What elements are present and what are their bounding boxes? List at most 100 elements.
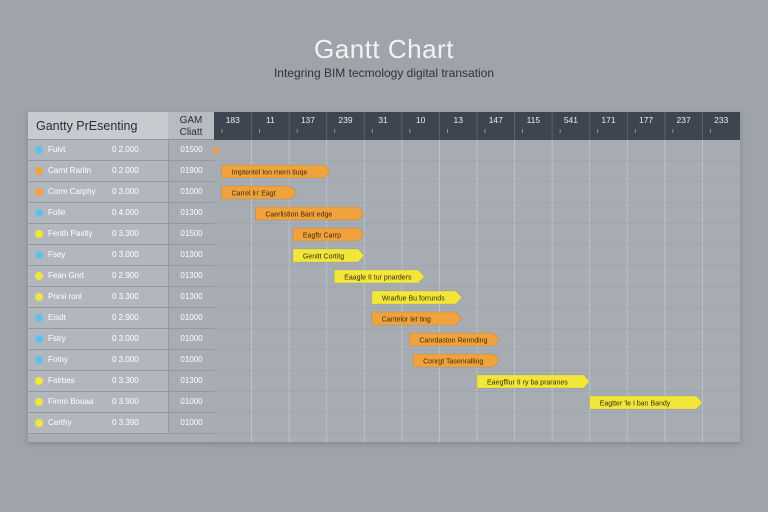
- task-duration: 0 3.300: [112, 229, 139, 238]
- gantt-bar-label: Cantelor let ting: [382, 317, 431, 324]
- status-dot-icon: [35, 146, 43, 154]
- status-dot-icon: [35, 167, 43, 175]
- gantt-bar[interactable]: [214, 146, 221, 155]
- task-plan-cell: 01000: [168, 182, 214, 202]
- timeline-label: 31: [378, 115, 388, 125]
- task-row[interactable]: Certhy 0 3.390 01000: [28, 413, 214, 434]
- plan-column-header: GAM Cliatt: [168, 112, 214, 140]
- status-dot-icon: [35, 335, 43, 343]
- status-dot-icon: [35, 209, 43, 217]
- timeline-label: 10: [416, 115, 426, 125]
- task-name: Carnt Raritn: [48, 166, 92, 175]
- task-row[interactable]: Fotny 0 3.000 01000: [28, 350, 214, 371]
- task-name-cell: Pnrsi ronl 0 3.300: [28, 287, 168, 307]
- gantt-bars-svg: Imptentel Ion rnern tiuqe Carrel ln' Eagt…: [214, 140, 740, 442]
- task-row[interactable]: Fsey 0 3.000 01300: [28, 245, 214, 266]
- task-row[interactable]: Carnt Raritn 0 2.000 01900: [28, 161, 214, 182]
- task-name: Eisdt: [48, 313, 66, 322]
- gantt-bar-label: Carrel ln' Eagt: [232, 191, 276, 198]
- chart-subtitle: Integring BIM tecmology digital transati…: [273, 66, 495, 80]
- task-name: Fotny: [48, 355, 69, 364]
- task-duration: 0 2.900: [112, 271, 139, 280]
- gantt-bar-label: Conrgt Tasenralling: [423, 359, 483, 366]
- task-name: Fuivt: [48, 145, 66, 154]
- task-name: Fstry: [48, 334, 66, 343]
- gantt-bar-label: Eaegffiur II ry ba praranes: [487, 380, 568, 387]
- gantt-bar[interactable]: [476, 374, 591, 389]
- task-row[interactable]: Fstry 0 3.000 01000: [28, 329, 214, 350]
- gantt-bar[interactable]: [409, 332, 500, 347]
- task-plan-cell: 01300: [168, 371, 214, 391]
- gantt-bar-label: Eaagle II tur pnarders: [344, 275, 412, 282]
- task-name-cell: Fenth Paslty 0 3.300: [28, 224, 168, 244]
- task-plan-cell: 01300: [168, 245, 214, 265]
- chart-title: Gantt Chart: [314, 34, 454, 64]
- task-name: Fsey: [48, 250, 66, 259]
- timeline-label: 183: [226, 115, 240, 125]
- timeline-label: 171: [601, 115, 615, 125]
- task-duration: 0 2.000: [112, 166, 139, 175]
- gantt-bar[interactable]: [412, 353, 500, 368]
- task-row[interactable]: Eisdt 0 2.900 01000: [28, 308, 214, 329]
- task-plan-cell: 01000: [168, 413, 214, 433]
- gantt-bar-label: Wrarfue Bu forrunds: [382, 296, 445, 303]
- status-dot-icon: [35, 419, 43, 427]
- plan-header-line2: Cliatt: [179, 127, 203, 138]
- status-dot-icon: [35, 251, 43, 259]
- task-row[interactable]: Corm Carphy 0 3.000 01000: [28, 182, 214, 203]
- task-row[interactable]: Fuivt 0 2.000 01500: [28, 140, 214, 161]
- task-row[interactable]: Pnrsi ronl 0 3.300 01300: [28, 287, 214, 308]
- task-plan-cell: 01000: [168, 329, 214, 349]
- task-row[interactable]: Fimm Bouaa 0 3.900 01000: [28, 392, 214, 413]
- task-name-cell: Folle 0 4.000: [28, 203, 168, 223]
- status-dot-icon: [35, 272, 43, 280]
- task-plan-cell: 01300: [168, 203, 214, 223]
- gantt-bar[interactable]: [221, 185, 298, 200]
- plan-header-line1: GAM: [179, 115, 203, 126]
- gantt-bar-label: Canrdaston Rennding: [419, 338, 487, 345]
- task-row[interactable]: Fean Gnrt 0 2.900 01300: [28, 266, 214, 287]
- task-name: Pnrsi ronl: [48, 292, 82, 301]
- task-duration: 0 3.390: [112, 418, 139, 427]
- task-duration: 0 3.300: [112, 376, 139, 385]
- task-name: Certhy: [48, 418, 72, 427]
- task-row[interactable]: Fenth Paslty 0 3.300 01500: [28, 224, 214, 245]
- gantt-bar[interactable]: [333, 269, 425, 284]
- status-dot-icon: [35, 314, 43, 322]
- task-row[interactable]: Falrbes 0 3.300 01300: [28, 371, 214, 392]
- task-duration: 0 3.300: [112, 292, 139, 301]
- gantt-bar[interactable]: [292, 248, 365, 263]
- task-plan-cell: 01900: [168, 161, 214, 181]
- gantt-bar-label: Eagtter 'le I ban Bandy: [600, 401, 671, 408]
- task-duration: 0 3.000: [112, 250, 139, 259]
- task-plan-cell: 01300: [168, 266, 214, 286]
- timeline-label: 233: [714, 115, 728, 125]
- task-row[interactable]: Folle 0 4.000 01300: [28, 203, 214, 224]
- task-name-cell: Certhy 0 3.390: [28, 413, 168, 433]
- gantt-bar[interactable]: [371, 311, 463, 326]
- task-name: Fean Gnrt: [48, 271, 85, 280]
- status-dot-icon: [35, 188, 43, 196]
- task-plan-cell: 01000: [168, 392, 214, 412]
- task-plan-cell: 01000: [168, 308, 214, 328]
- timeline-label: 137: [301, 115, 315, 125]
- timeline-label: 541: [564, 115, 578, 125]
- gantt-bar[interactable]: [371, 290, 463, 305]
- gantt-bar[interactable]: [292, 227, 365, 242]
- task-name: Folle: [48, 208, 66, 217]
- task-duration: 0 4.000: [112, 208, 139, 217]
- gantt-bar[interactable]: [589, 395, 703, 410]
- task-name-cell: Fstry 0 3.000: [28, 329, 168, 349]
- task-name-cell: Eisdt 0 2.900: [28, 308, 168, 328]
- gantt-bar[interactable]: [221, 164, 331, 179]
- gantt-bar[interactable]: [255, 206, 365, 221]
- task-name: Corm Carphy: [48, 187, 96, 196]
- gantt-bar-label: Eagftr Carrp: [303, 233, 341, 240]
- timeline-header-svg: 183 11 137 239 31 10 13 147 115 541 171 177 237 233: [221, 112, 729, 140]
- gantt-panel: Gantty PrEsenting GAM Cliatt 183 11 137 239…: [28, 112, 740, 442]
- task-duration: 0 3.000: [112, 187, 139, 196]
- task-duration: 0 3.000: [112, 355, 139, 364]
- task-name-cell: Corm Carphy 0 3.000: [28, 182, 168, 202]
- task-name: Falrbes: [48, 376, 75, 385]
- timeline-label: 13: [453, 115, 463, 125]
